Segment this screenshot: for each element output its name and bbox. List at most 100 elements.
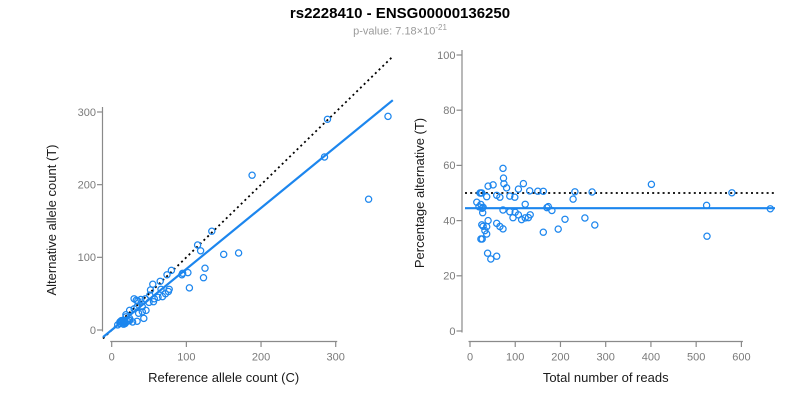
data-point	[234, 249, 243, 257]
data-point	[219, 250, 228, 259]
pvalue-exponent: -21	[435, 23, 447, 32]
data-point	[492, 191, 501, 200]
data-point	[482, 222, 491, 231]
figure-title: rs2228410 - ENSG00000136250	[289, 5, 511, 22]
y-tick-label: 100	[437, 50, 455, 62]
y-tick-label: 0	[449, 326, 455, 338]
x-tick-label: 300	[327, 352, 345, 364]
x-tick-label: 100	[177, 352, 195, 364]
left-x-axis-title: Reference allele count (C)	[148, 370, 299, 385]
data-point	[130, 295, 138, 303]
data-point	[478, 221, 486, 229]
pvalue-text: p-value: 7.18×10	[353, 25, 436, 38]
right-axes: 0 100 200 300 400 500 600 0 20 40 60 80 100	[437, 50, 750, 364]
data-point	[193, 241, 202, 249]
data-point	[482, 192, 491, 201]
data-point	[481, 226, 489, 235]
data-point	[149, 297, 158, 306]
data-point	[543, 203, 551, 212]
data-point	[591, 221, 599, 229]
x-tick-label: 600	[732, 352, 750, 364]
x-tick-label: 100	[506, 352, 524, 364]
data-point	[525, 187, 534, 195]
data-point	[506, 192, 514, 200]
y-tick-label: 0	[90, 325, 96, 337]
data-point	[473, 198, 481, 206]
right-points	[473, 164, 775, 263]
data-point	[561, 215, 569, 224]
data-point	[156, 277, 164, 286]
data-point	[499, 174, 508, 182]
y-tick-label: 20	[443, 271, 455, 283]
data-point	[521, 214, 529, 222]
data-point	[158, 292, 167, 301]
y-tick-label: 40	[443, 215, 455, 227]
data-point	[138, 308, 147, 316]
data-point	[133, 317, 141, 326]
data-point	[167, 266, 176, 275]
data-point	[588, 188, 596, 196]
left-scatter-plot: 0 100 200 300 0 100 200 300 Reference allele co…	[44, 55, 394, 385]
data-point	[492, 252, 501, 260]
x-tick-label: 200	[252, 352, 270, 364]
y-tick-label: 200	[78, 179, 96, 191]
data-point	[581, 214, 589, 222]
data-point	[113, 321, 122, 329]
x-tick-label: 300	[597, 352, 615, 364]
data-point	[320, 153, 329, 161]
data-point	[134, 309, 143, 318]
data-point	[130, 305, 138, 313]
x-tick-label: 400	[642, 352, 660, 364]
data-point	[484, 216, 492, 225]
data-point	[569, 195, 577, 203]
y-tick-label: 60	[443, 160, 455, 172]
data-point	[511, 193, 519, 201]
data-point	[141, 295, 150, 303]
data-point	[477, 235, 485, 243]
data-point	[478, 208, 487, 217]
data-point	[487, 255, 495, 263]
left-axes: 0 100 200 300 0 100 200 300	[78, 107, 345, 364]
data-point	[483, 249, 492, 257]
data-point	[489, 181, 497, 189]
data-point	[178, 271, 186, 279]
y-tick-label: 80	[443, 105, 455, 117]
x-tick-label: 200	[551, 352, 569, 364]
data-point	[248, 171, 256, 179]
data-point	[539, 187, 548, 196]
data-point	[492, 219, 501, 228]
y-tick-label: 100	[78, 252, 96, 264]
data-point	[208, 227, 216, 235]
y-tick-label: 300	[78, 107, 96, 119]
data-point	[201, 264, 209, 272]
data-point	[199, 273, 208, 282]
figure-subtitle: p-value: 7.18×10-21	[0, 23, 800, 38]
data-point	[146, 291, 154, 299]
data-point	[728, 189, 736, 197]
data-point	[476, 189, 484, 197]
data-point	[484, 182, 492, 190]
data-point	[524, 213, 533, 222]
data-point	[196, 247, 205, 255]
data-point	[544, 202, 553, 211]
right-y-axis-title: Percentage alternative (T)	[412, 118, 427, 268]
data-point	[506, 208, 514, 216]
data-point	[702, 201, 711, 210]
data-point	[571, 188, 579, 196]
x-tick-label: 500	[687, 352, 705, 364]
x-tick-label: 0	[109, 352, 115, 364]
data-point	[140, 314, 148, 323]
data-point	[157, 285, 165, 294]
data-point	[514, 185, 523, 193]
data-point	[534, 187, 542, 195]
data-point	[364, 195, 373, 203]
data-point	[703, 232, 711, 240]
data-point	[509, 213, 517, 222]
data-point	[125, 306, 134, 315]
left-y-axis-title: Alternative allele count (T)	[44, 144, 59, 295]
data-point	[479, 222, 487, 231]
data-point	[163, 271, 171, 279]
left-points	[113, 112, 392, 329]
